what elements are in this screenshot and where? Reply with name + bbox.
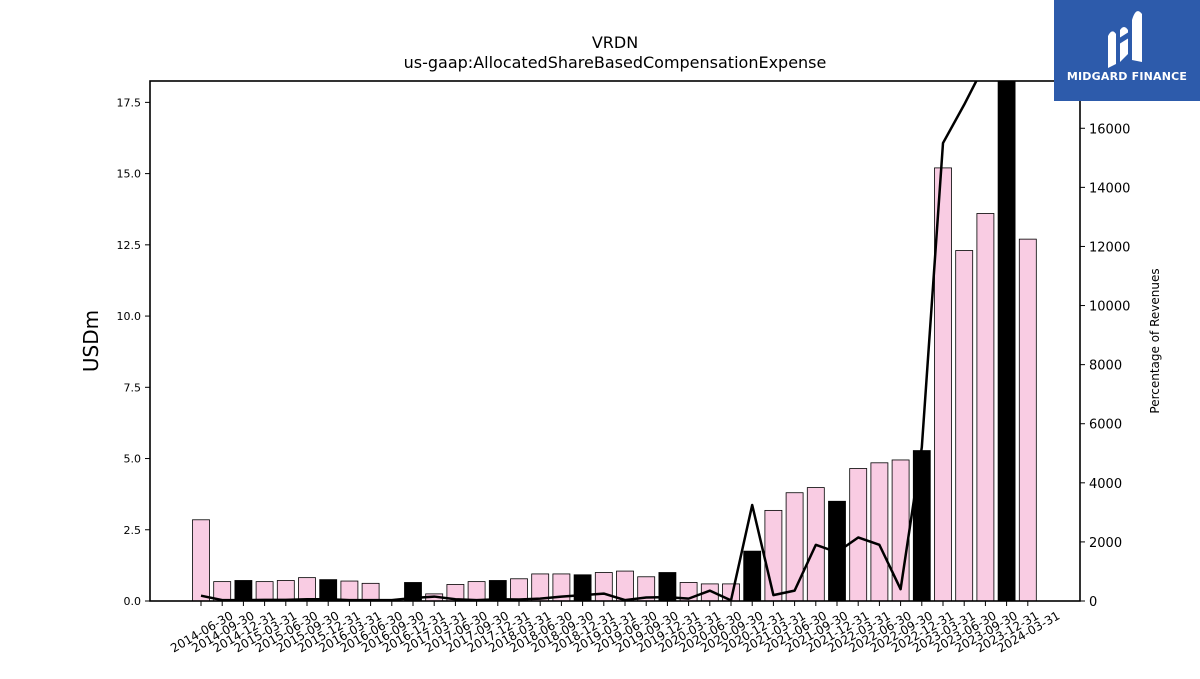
y2-tick-label: 14000 [1089, 181, 1130, 196]
bar-2020-06-30 [700, 583, 719, 601]
chart-subtitle: us-gaap:AllocatedShareBasedCompensationE… [404, 53, 827, 72]
bar-2023-09-30 [976, 213, 995, 601]
y-axis-label: USDm [79, 310, 103, 372]
bar-2020-12-31 [743, 550, 762, 601]
bar-2024-03-31 [1018, 238, 1037, 601]
y2-axis-ticks: 0 2000 4000 6000 8000 10000 12000 14000 16000 [1080, 122, 1130, 610]
y-tick-label: 5.0 [124, 453, 142, 466]
midgard-finance-logo: MIDGARD FINANCE [1054, 0, 1200, 101]
bar-2014-06-30 [192, 519, 210, 601]
line-series [200, 81, 978, 601]
bar-2015-03-31 [255, 581, 274, 601]
bar-2022-09-30 [891, 459, 910, 601]
y-tick-label: 7.5 [124, 381, 142, 394]
y2-tick-label: 10000 [1089, 300, 1130, 315]
y2-tick-label: 8000 [1089, 359, 1122, 374]
y2-tick-label: 12000 [1089, 240, 1130, 255]
bar-2017-12-31 [488, 580, 507, 601]
bar-2019-09-30 [637, 576, 656, 601]
bar-2021-06-30 [785, 492, 804, 601]
y-tick-label: 0.0 [124, 595, 142, 608]
y2-tick-label: 4000 [1089, 477, 1122, 492]
bar-series [192, 81, 1037, 601]
y2-tick-label: 16000 [1089, 122, 1130, 137]
bar-2021-03-31 [764, 509, 783, 601]
chart-title: VRDN [592, 33, 638, 52]
bar-2019-06-30 [616, 570, 634, 601]
bar-2022-03-31 [849, 468, 868, 601]
bar-2014-12-31 [234, 580, 253, 601]
bar-2023-12-31 [997, 81, 1016, 601]
bar-2018-03-31 [510, 578, 528, 601]
y-tick-label: 10.0 [117, 310, 142, 323]
bar-2022-06-30 [870, 462, 889, 601]
plot-frame [149, 80, 1081, 602]
bar-2020-09-30 [722, 583, 740, 601]
bar-2016-03-31 [340, 580, 359, 601]
y-tick-label: 12.5 [117, 239, 142, 252]
logo-text: MIDGARD FINANCE [1066, 70, 1188, 83]
y-tick-label: 15.0 [117, 168, 142, 181]
bar-2018-12-31 [573, 574, 592, 601]
y2-tick-label: 0 [1089, 595, 1097, 610]
y-tick-label: 17.5 [117, 96, 142, 109]
bar-2015-12-31 [319, 579, 338, 601]
bar-2016-06-30 [361, 582, 380, 601]
bar-2015-09-30 [298, 577, 316, 601]
bar-2015-06-30 [276, 580, 295, 601]
bar-2023-03-31 [934, 167, 952, 601]
y2-tick-label: 6000 [1089, 418, 1122, 433]
x-axis-ticks: 2014-06-302014-09-302014-12-312015-03-31… [168, 601, 1062, 655]
y2-axis-label: Percentage of Revenues [1148, 268, 1162, 413]
bar-2019-12-31 [658, 572, 677, 601]
y2-tick-label: 2000 [1089, 536, 1122, 551]
bar-2023-06-30 [955, 250, 974, 601]
bar-2022-12-31 [912, 450, 931, 601]
bar-2017-09-30 [467, 581, 486, 601]
y-axis-ticks: 0.0 2.5 5.0 7.5 10.0 12.5 15.0 17.5 [117, 96, 150, 608]
percentage-of-revenues-line [200, 81, 978, 601]
logo-mark-icon [1108, 11, 1142, 68]
y-tick-label: 2.5 [124, 524, 142, 537]
